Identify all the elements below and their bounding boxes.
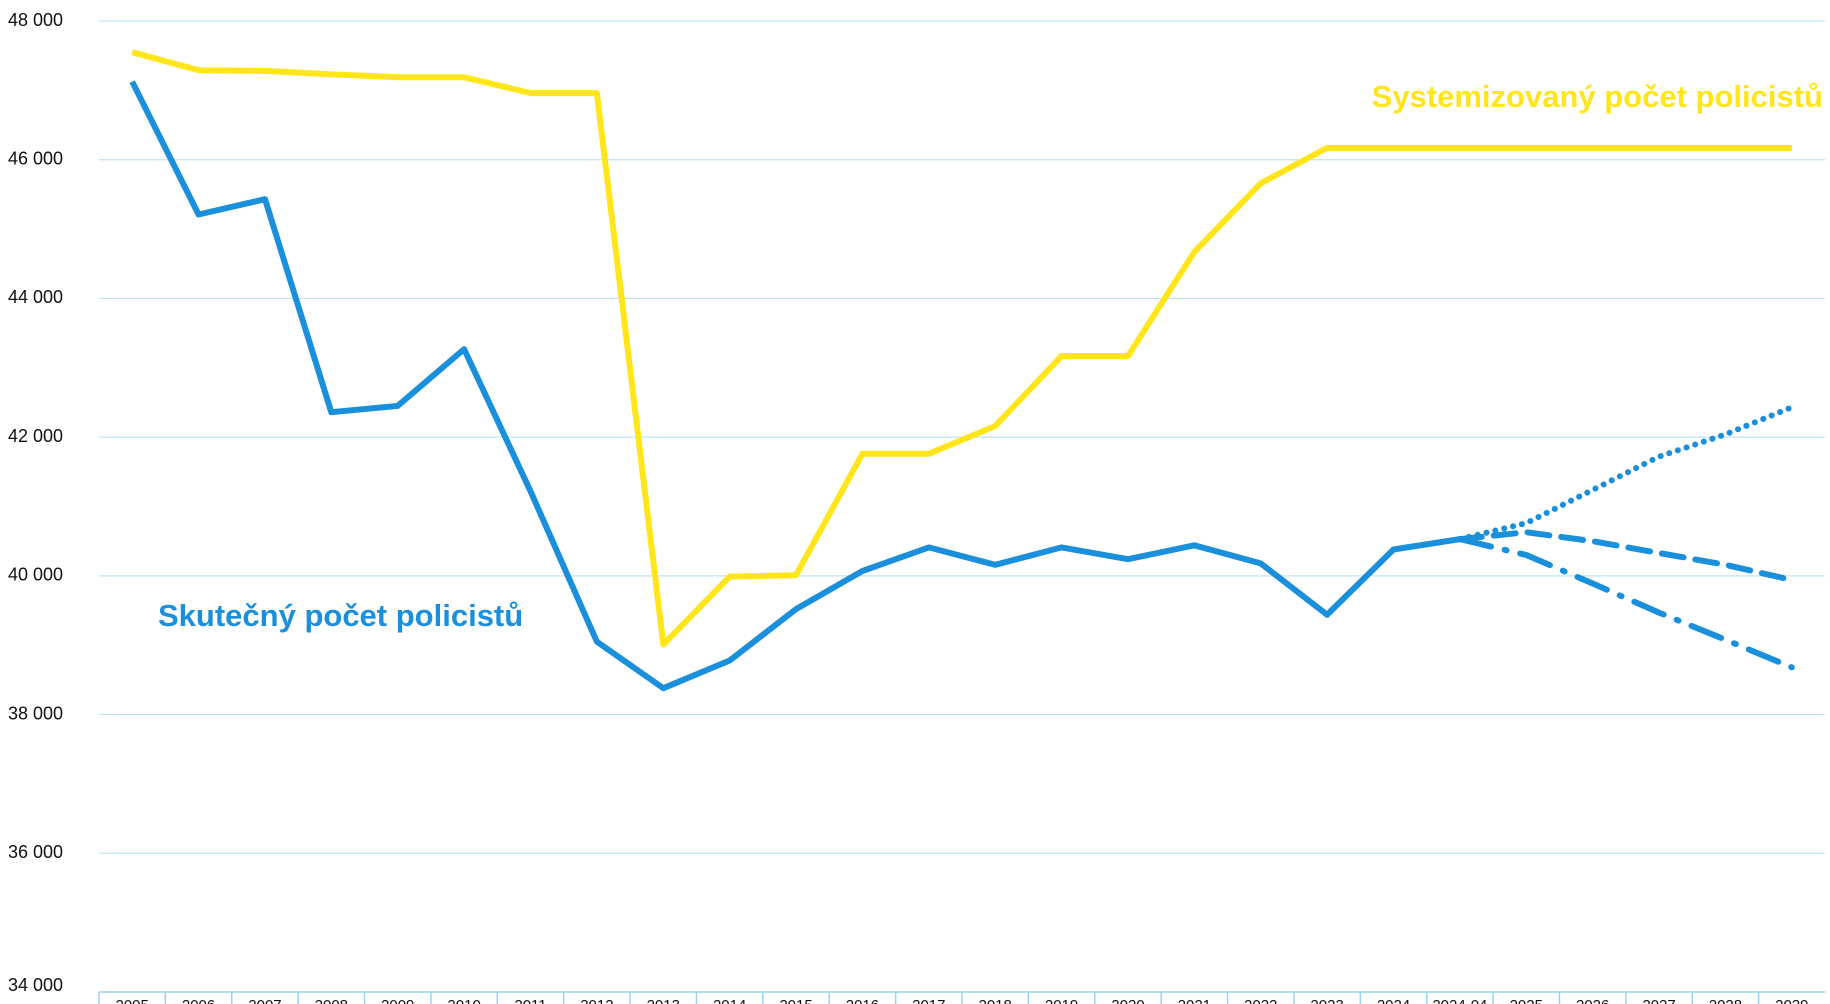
x-tick-label: 2023 [1310, 997, 1343, 1004]
x-tick-label: 2015 [779, 997, 812, 1004]
x-tick-label: 2010 [447, 997, 480, 1004]
y-tick-label: 34 000 [8, 975, 63, 995]
x-tick-label: 2018 [979, 997, 1012, 1004]
series-line [131, 49, 1792, 648]
y-tick-label: 46 000 [8, 148, 63, 168]
y-tick-label: 48 000 [8, 10, 63, 30]
series-line [1456, 404, 1795, 543]
x-tick-label: 2009 [381, 997, 414, 1004]
y-tick-label: 38 000 [8, 703, 63, 723]
series-line [1456, 529, 1795, 583]
series-label: Skutečný počet policistů [158, 598, 523, 633]
x-tick-label: 2024 [1377, 997, 1410, 1004]
x-tick-label: 2027 [1642, 997, 1675, 1004]
series-line [129, 80, 1461, 692]
y-tick-label: 40 000 [8, 565, 63, 585]
x-tick-label: 2019 [1045, 997, 1078, 1004]
series-label: Systemizovaný počet policistů [1372, 79, 1823, 114]
x-tick-label: 2011 [514, 997, 546, 1004]
x-tick-label: 2014 [713, 997, 746, 1004]
x-tick-label: 2026 [1576, 997, 1609, 1004]
x-tick-label: 2007 [248, 997, 281, 1004]
y-tick-label: 44 000 [8, 287, 63, 307]
x-tick-label: 2020 [1111, 997, 1144, 1004]
x-tick-label: 2028 [1709, 997, 1742, 1004]
x-tick-label: 2017 [912, 997, 945, 1004]
x-tick-label: 2029 [1775, 997, 1808, 1004]
series-line [1456, 536, 1795, 671]
x-tick-label: 2016 [846, 997, 879, 1004]
x-tick-label: 2012 [580, 997, 613, 1004]
x-tick-label: 2022 [1244, 997, 1277, 1004]
x-tick-label: 2021 [1178, 997, 1211, 1004]
x-tick-label: 2005 [116, 997, 149, 1004]
x-tick-label: 2006 [182, 997, 215, 1004]
x-tick-label: 2024-04 [1432, 997, 1487, 1004]
x-tick-label: 2008 [315, 997, 348, 1004]
y-tick-label: 36 000 [8, 842, 63, 862]
x-tick-label: 2013 [647, 997, 680, 1004]
y-tick-label: 42 000 [8, 426, 63, 446]
x-tick-label: 2025 [1510, 997, 1543, 1004]
